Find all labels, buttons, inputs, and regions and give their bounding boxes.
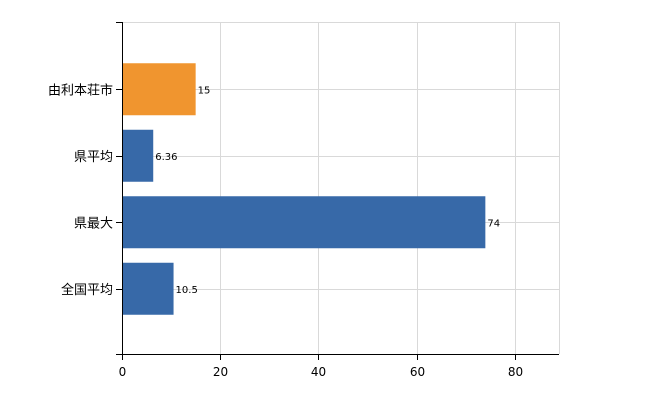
x-tick-label-0: 0 (119, 365, 127, 379)
value-label-1: 6.36 (155, 152, 177, 163)
labels-layer: 0 20 40 60 80 由利本荘市 15 県平均 6.36 県最大 74 全国平均 10.5 (48, 82, 523, 379)
category-label-3: 全国平均 (61, 282, 113, 298)
bar-3 (123, 262, 174, 315)
x-tick-label-60: 60 (410, 365, 425, 379)
x-tick-label-80: 80 (508, 365, 523, 379)
axes-layer (116, 22, 559, 360)
value-label-0: 15 (198, 85, 211, 96)
x-tick-label-20: 20 (213, 365, 228, 379)
x-tick-label-40: 40 (311, 365, 326, 379)
value-label-3: 10.5 (176, 285, 198, 296)
bar-1 (123, 129, 154, 182)
value-label-2: 74 (487, 218, 500, 229)
bar-0 (123, 63, 196, 116)
category-label-2: 県最大 (74, 216, 113, 231)
category-label-0: 由利本荘市 (48, 82, 113, 98)
category-label-1: 県平均 (74, 150, 113, 165)
bar-2 (123, 196, 486, 249)
bars-layer (123, 63, 486, 315)
